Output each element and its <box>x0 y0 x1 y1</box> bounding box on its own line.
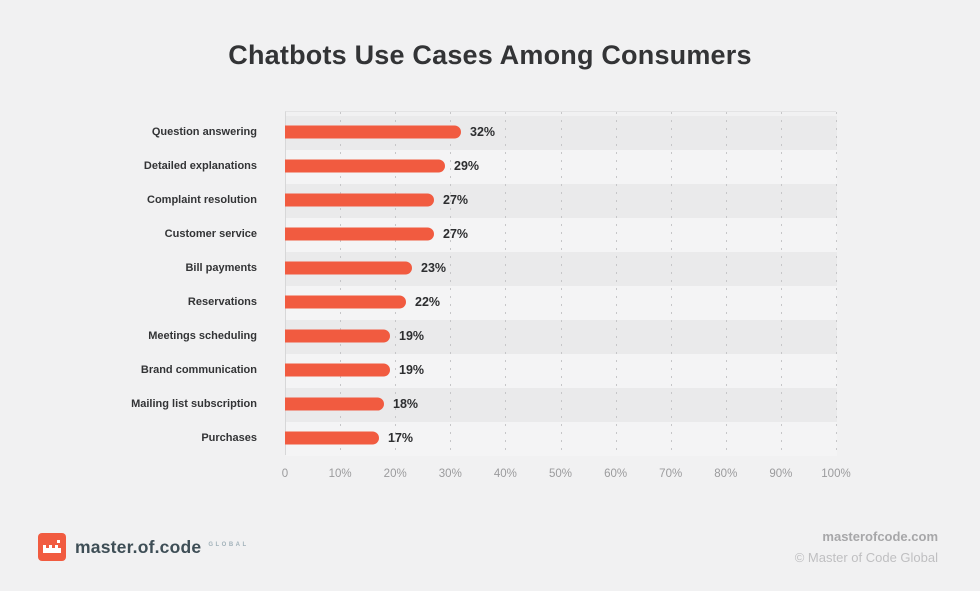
gridline <box>615 112 617 455</box>
value-label: 18% <box>393 397 419 411</box>
bar <box>285 329 390 343</box>
category-label: Complaint resolution <box>147 194 257 206</box>
category-label: Mailing list subscription <box>131 398 257 410</box>
bar <box>285 397 384 411</box>
category-label: Purchases <box>201 432 257 444</box>
x-tick-label: 20% <box>383 468 407 480</box>
bar <box>285 295 406 309</box>
master-of-code-logo-icon <box>38 533 66 561</box>
x-tick-label: 50% <box>548 468 573 480</box>
website-url: masterofcode.com <box>822 529 938 544</box>
value-label: 19% <box>399 329 425 343</box>
category-label: Customer service <box>164 228 257 240</box>
category-label: Question answering <box>151 126 257 138</box>
x-tick-label: 90% <box>769 468 793 480</box>
brand-wordmark: master.of.code <box>75 536 202 557</box>
x-tick-label: 0 <box>281 468 289 480</box>
chart-title: Chatbots Use Cases Among Consumers <box>228 40 752 70</box>
brand-wordmark-suffix: GLOBAL <box>208 542 249 548</box>
x-tick-label: 100% <box>821 468 851 480</box>
x-tick-label: 60% <box>604 468 628 480</box>
gridline <box>560 112 562 455</box>
gridline <box>780 112 782 455</box>
gridline <box>725 112 727 455</box>
value-label: 22% <box>415 295 441 309</box>
gridline <box>670 112 672 455</box>
x-tick-label: 10% <box>328 468 352 480</box>
category-label: Bill payments <box>185 262 257 274</box>
value-label: 27% <box>443 227 469 241</box>
pixel-crown-icon <box>43 540 61 553</box>
bar <box>285 159 445 173</box>
bar <box>285 431 379 445</box>
category-label: Meetings scheduling <box>148 330 257 342</box>
value-label: 27% <box>443 193 469 207</box>
gridline <box>340 112 342 455</box>
gridline <box>395 112 397 455</box>
gridline <box>450 112 452 455</box>
x-tick-label: 70% <box>659 468 683 480</box>
value-label: 23% <box>421 261 447 275</box>
bar <box>285 363 390 377</box>
value-label: 19% <box>399 363 425 377</box>
gridline <box>505 112 507 455</box>
category-label: Brand communication <box>140 364 257 376</box>
category-label: Reservations <box>187 296 257 308</box>
footer-credits: masterofcode.com © Master of Code Global <box>795 529 938 565</box>
bar <box>285 227 434 241</box>
value-label: 32% <box>470 125 496 139</box>
bar <box>285 261 412 275</box>
gridline <box>836 112 837 455</box>
value-label: 29% <box>454 159 480 173</box>
x-tick-label: 30% <box>438 468 462 480</box>
copyright-text: © Master of Code Global <box>794 550 938 565</box>
category-label: Detailed explanations <box>143 160 257 172</box>
brand-logo: master.of.code GLOBAL <box>38 533 249 561</box>
value-label: 17% <box>388 431 414 445</box>
bar <box>285 125 461 139</box>
x-tick-label: 40% <box>493 468 517 480</box>
bar <box>285 193 434 207</box>
x-tick-label: 80% <box>714 468 738 480</box>
